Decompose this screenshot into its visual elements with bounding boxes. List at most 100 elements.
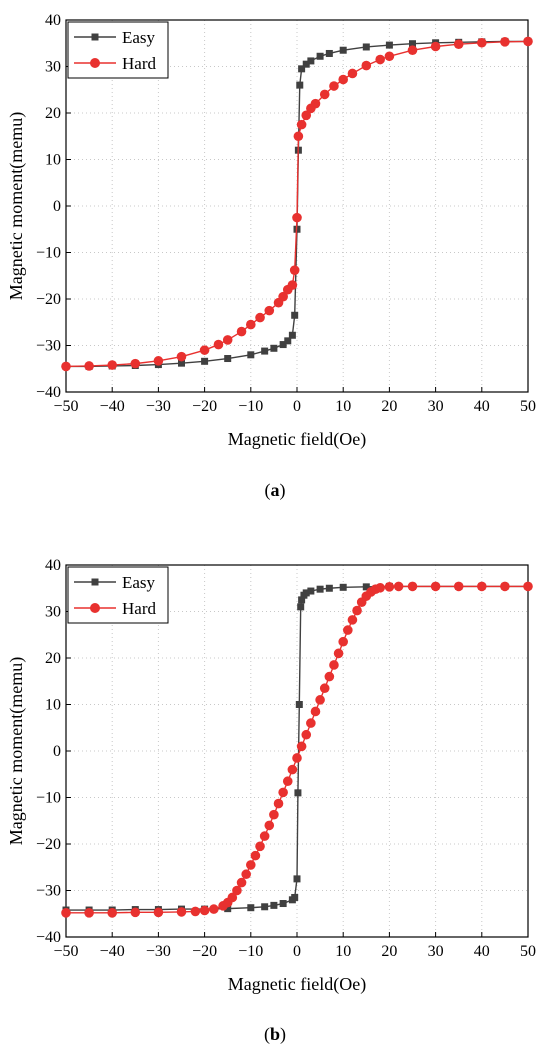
data-point (236, 326, 247, 337)
data-point (247, 904, 255, 912)
data-point (298, 596, 306, 604)
data-point (384, 582, 395, 592)
y-tick-label: 30 (45, 604, 61, 621)
x-tick-label: 0 (293, 398, 301, 415)
data-point (190, 906, 201, 917)
x-tick-label: −50 (53, 398, 78, 415)
y-axis-title: Magnetic moment(memu) (6, 112, 27, 300)
data-point (247, 351, 255, 359)
x-tick-label: 10 (335, 398, 351, 415)
legend-item-easy: Easy (74, 573, 156, 592)
chart-panel-a: −50 −40 −30 −20 −10 0 10 20 30 40 50 −40 −30 −20 −10 0 1… (0, 0, 550, 470)
legend-item-hard: Hard (74, 599, 156, 618)
x-tick-label: 30 (428, 943, 444, 960)
caption-a-label: a (270, 480, 280, 500)
data-point (325, 49, 333, 57)
y-tick-label: 30 (45, 59, 61, 76)
x-tick-label: −40 (100, 398, 125, 415)
data-point (250, 850, 261, 861)
legend: Easy Hard (67, 566, 169, 624)
data-point (264, 305, 275, 316)
data-point (224, 905, 232, 913)
data-point (278, 787, 288, 798)
series-hard (61, 36, 533, 372)
data-point (430, 41, 441, 52)
x-tick-label: 40 (474, 398, 490, 415)
legend-label: Hard (122, 599, 156, 618)
x-tick-label: −10 (238, 943, 263, 960)
data-point (278, 291, 288, 302)
data-point (255, 841, 265, 852)
x-tick-label: 20 (381, 943, 397, 960)
data-point (315, 695, 325, 705)
data-point (347, 68, 358, 79)
data-point (292, 753, 302, 763)
data-point (343, 625, 353, 635)
data-point (307, 57, 315, 65)
data-point (259, 831, 270, 841)
y-tick-label: −20 (36, 836, 61, 853)
y-tick-label: −10 (36, 790, 61, 807)
x-tick-label: 10 (335, 943, 351, 960)
data-point (361, 60, 372, 71)
x-tick-label: −30 (146, 398, 171, 415)
data-point (279, 900, 287, 908)
legend-marker (91, 578, 99, 586)
data-point (222, 335, 233, 345)
x-tick-label: 50 (520, 943, 536, 960)
data-point (306, 718, 316, 728)
data-point (227, 892, 238, 903)
data-point (297, 603, 305, 611)
x-tick-label: 40 (474, 943, 490, 960)
data-point (298, 65, 306, 73)
data-point (61, 361, 71, 372)
legend-box (67, 566, 169, 624)
data-point (199, 905, 210, 916)
series-easy (62, 582, 532, 914)
data-point (178, 359, 185, 367)
x-tick-label: −20 (192, 398, 217, 415)
data-point (292, 212, 302, 223)
legend-item-easy: Easy (74, 28, 156, 47)
data-point (224, 355, 232, 363)
data-point (301, 110, 312, 121)
x-tick-label: 20 (381, 398, 397, 415)
y-tick-label: −30 (36, 883, 61, 900)
y-tick-label: −10 (36, 245, 61, 262)
data-point (409, 40, 416, 48)
data-point (333, 648, 344, 659)
data-point (84, 908, 94, 918)
data-point (287, 764, 298, 775)
data-point (270, 344, 278, 352)
chart-b-svg: −50 −40 −30 −20 −10 0 10 20 30 40 50−40−30−20−1001… (6, 557, 536, 995)
data-point (296, 81, 304, 89)
data-point (293, 875, 301, 883)
data-point (270, 901, 278, 909)
data-point (255, 312, 265, 323)
data-point (84, 361, 94, 371)
y-tick-label: 20 (45, 650, 61, 667)
caption-b: (b) (263, 1024, 286, 1044)
data-point (130, 907, 141, 918)
data-point (347, 615, 358, 625)
data-point (352, 605, 362, 616)
data-point (310, 98, 321, 109)
data-point (339, 583, 347, 591)
legend-label: Easy (122, 28, 156, 47)
data-point (284, 337, 292, 345)
x-tick-label: −50 (53, 943, 78, 960)
data-point (329, 660, 339, 670)
data-point (130, 358, 141, 369)
data-point (107, 908, 117, 918)
legend-marker (91, 33, 99, 41)
legend: Easy Hard (67, 21, 169, 79)
data-point (338, 636, 349, 647)
series-line-easy (66, 585, 528, 911)
x-tick-label: −30 (146, 943, 171, 960)
data-point (523, 581, 533, 592)
data-point (302, 589, 310, 597)
data-point (287, 280, 298, 290)
data-point (477, 581, 487, 592)
data-point (453, 581, 464, 592)
data-point (241, 869, 251, 880)
